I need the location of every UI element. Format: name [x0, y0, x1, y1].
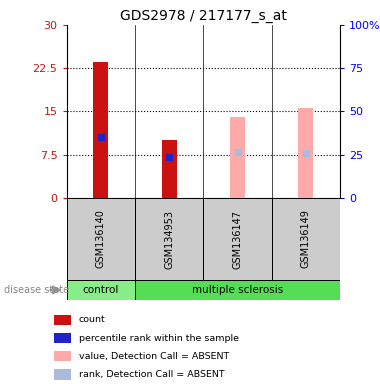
Text: value, Detection Call = ABSENT: value, Detection Call = ABSENT — [79, 352, 229, 361]
Text: rank, Detection Call = ABSENT: rank, Detection Call = ABSENT — [79, 370, 224, 379]
Bar — [54, 333, 71, 343]
Bar — [66, 198, 135, 280]
Text: GSM134953: GSM134953 — [164, 210, 174, 268]
Bar — [162, 140, 177, 198]
Bar — [230, 117, 245, 198]
Bar — [135, 198, 203, 280]
Title: GDS2978 / 217177_s_at: GDS2978 / 217177_s_at — [120, 8, 287, 23]
Text: multiple sclerosis: multiple sclerosis — [192, 285, 283, 295]
Bar — [272, 198, 340, 280]
Bar — [54, 369, 71, 380]
Bar — [54, 315, 71, 325]
Text: percentile rank within the sample: percentile rank within the sample — [79, 334, 239, 343]
Bar — [93, 62, 108, 198]
Text: GSM136147: GSM136147 — [233, 210, 242, 268]
Text: GSM136149: GSM136149 — [301, 210, 311, 268]
Text: count: count — [79, 315, 105, 324]
Bar — [203, 198, 272, 280]
Bar — [298, 108, 314, 198]
Bar — [135, 280, 340, 300]
Text: GSM136140: GSM136140 — [96, 210, 106, 268]
Bar — [66, 280, 135, 300]
Bar — [54, 351, 71, 361]
Text: disease state: disease state — [4, 285, 69, 295]
Text: control: control — [82, 285, 119, 295]
